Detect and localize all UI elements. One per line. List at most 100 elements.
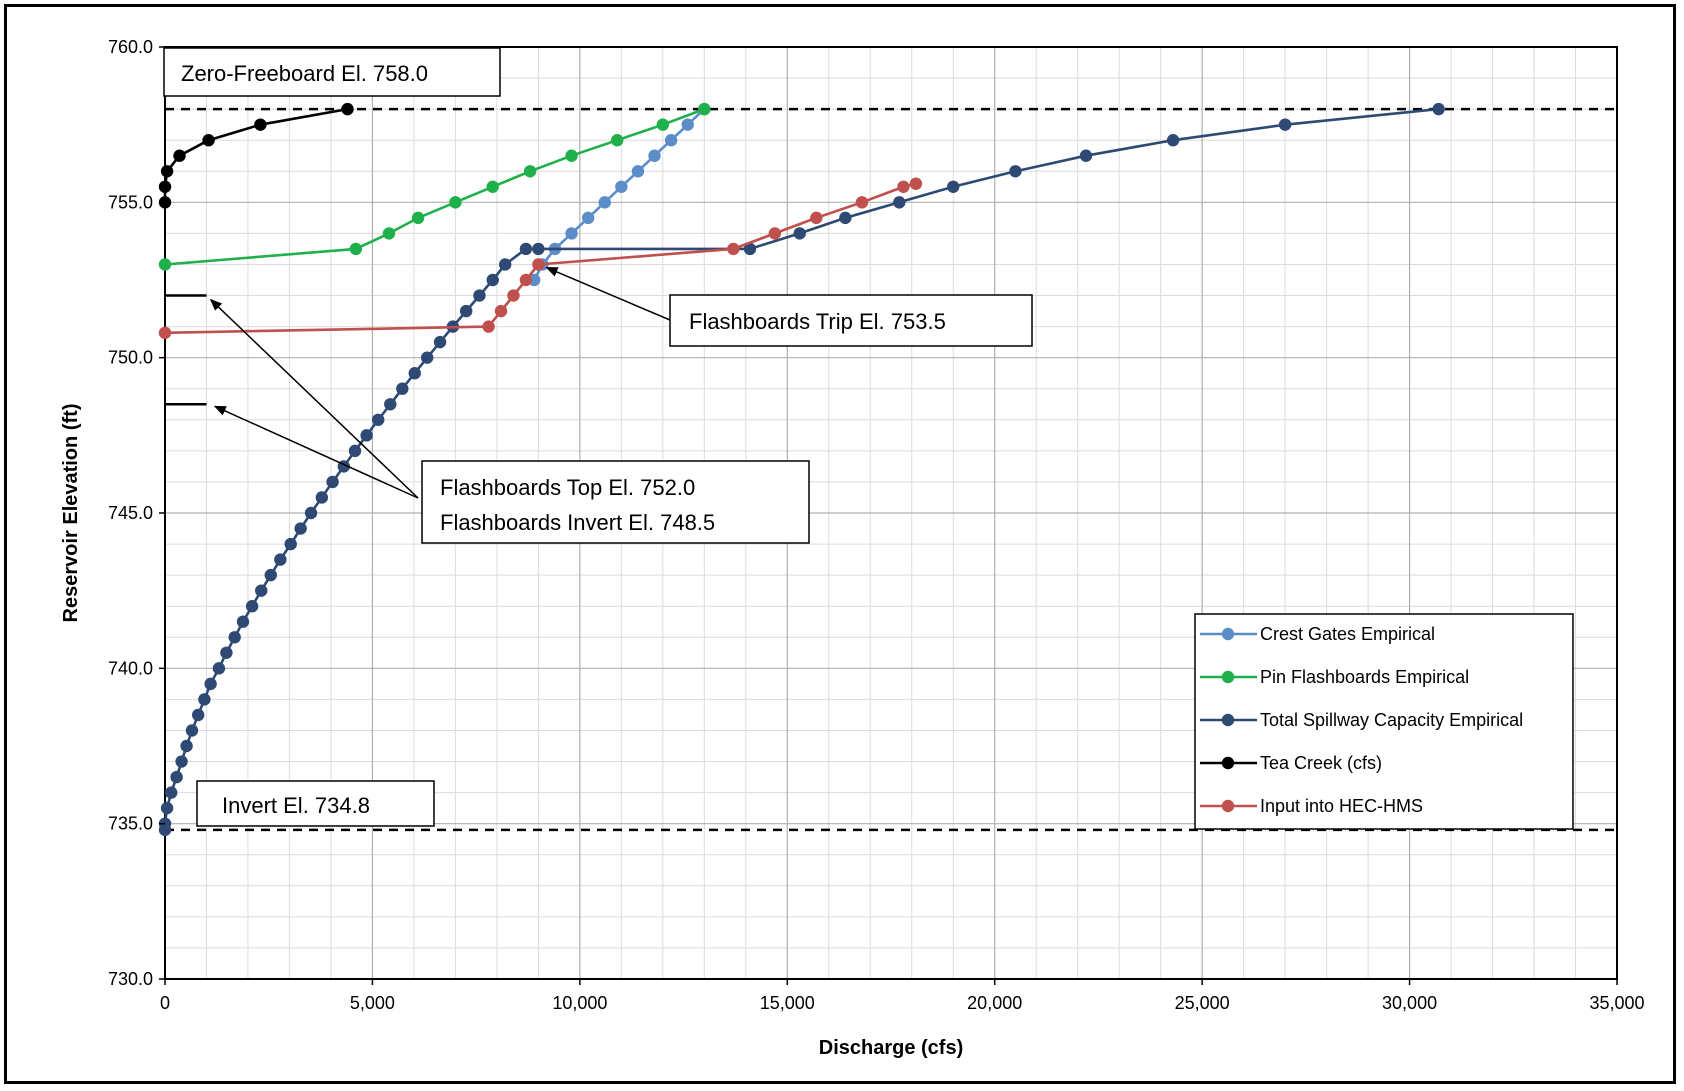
data-point [170, 770, 183, 784]
data-point [304, 506, 318, 520]
data-point [220, 646, 233, 659]
x-tick-label: 30,000 [1382, 993, 1437, 1013]
data-point [202, 134, 215, 147]
data-point [897, 180, 910, 193]
legend-swatch-marker [1221, 670, 1235, 684]
data-point [348, 444, 362, 458]
data-point [498, 258, 512, 271]
data-point [768, 227, 782, 240]
data-point [519, 273, 533, 287]
data-point [408, 367, 421, 380]
data-point [532, 258, 545, 271]
data-point [494, 304, 508, 318]
legend-swatch-marker [1221, 627, 1235, 641]
data-point [810, 211, 823, 225]
legend-label: Total Spillway Capacity Empirical [1260, 710, 1523, 730]
series-crest-gates-empirical [528, 102, 711, 287]
data-point [581, 211, 595, 225]
flashboards-invert-label: Flashboards Invert El. 748.5 [440, 510, 715, 535]
data-point [523, 165, 537, 178]
y-tick-label: 730.0 [108, 969, 153, 989]
y-axis-label: Reservoir Elevation (ft) [60, 404, 82, 623]
data-point [1079, 149, 1093, 162]
data-point [433, 335, 447, 349]
data-point [615, 180, 628, 193]
zero-freeboard-label: Zero-Freeboard El. 758.0 [181, 61, 428, 86]
data-point [598, 196, 611, 209]
zero-freeboard-box [163, 47, 501, 97]
y-tick-label: 735.0 [108, 814, 153, 834]
data-point [341, 102, 354, 116]
data-point [191, 708, 205, 722]
flashboards-trip-arrow [545, 266, 671, 321]
legend-item-pin-flashboards-empirical: Pin Flashboards Empirical [1200, 667, 1469, 687]
series-tea-creek-cfs [158, 102, 354, 209]
flashboards-top-invert-box [421, 460, 810, 544]
data-point [315, 491, 329, 504]
data-point [158, 258, 172, 271]
legend-item-total-spillway-capacity-empirical: Total Spillway Capacity Empirical [1200, 710, 1523, 730]
y-tick-label: 750.0 [108, 348, 153, 368]
data-point [245, 600, 259, 613]
data-point [648, 149, 661, 162]
data-point [420, 351, 434, 364]
data-point [727, 242, 740, 256]
data-point [160, 801, 174, 815]
data-point [255, 584, 268, 597]
flashboard-marks [165, 294, 207, 406]
data-point [349, 242, 363, 256]
legend-swatch-marker [1221, 756, 1235, 770]
data-point [656, 118, 670, 131]
x-tick-label: 5,000 [350, 993, 395, 1013]
x-tick-label: 25,000 [1175, 993, 1230, 1013]
data-point [158, 180, 172, 193]
data-point [326, 475, 339, 489]
flashboards-top-label: Flashboards Top El. 752.0 [440, 475, 695, 500]
data-point [486, 180, 499, 193]
legend-label: Tea Creek (cfs) [1260, 753, 1382, 773]
data-point [1009, 165, 1022, 178]
data-point [449, 196, 462, 209]
data-point [947, 180, 960, 193]
x-axis-label: Discharge (cfs) [819, 1037, 964, 1059]
data-point [384, 398, 397, 411]
data-point [473, 289, 486, 302]
data-point [228, 631, 241, 644]
data-point [909, 177, 923, 190]
data-point [681, 118, 694, 131]
data-point [459, 304, 473, 318]
legend-item-tea-creek-cfs: Tea Creek (cfs) [1200, 753, 1382, 773]
flashboards-invert-arrow [213, 405, 419, 499]
legend-swatch-marker [1221, 799, 1235, 813]
legend-box [1194, 613, 1574, 830]
data-point [204, 677, 217, 691]
y-tick-label: 755.0 [108, 192, 153, 212]
data-point [507, 289, 520, 302]
data-point [610, 134, 624, 147]
data-point [1166, 134, 1180, 147]
data-point [254, 118, 267, 131]
data-point [158, 326, 172, 340]
series-input-into-hec-hms [158, 177, 923, 340]
y-tick-label: 745.0 [108, 503, 153, 523]
data-point [482, 320, 495, 333]
y-tick-label: 760.0 [108, 37, 153, 57]
data-point [396, 382, 409, 395]
axis-ticks: 0 5,000 10,000 15,000 20,000 25,000 30,000 35,0… [108, 37, 1645, 1013]
major-grid [164, 46, 1618, 980]
data-point [793, 227, 806, 240]
data-point [664, 134, 678, 147]
data-point [1432, 102, 1445, 116]
data-point [360, 429, 373, 442]
data-point [631, 165, 645, 178]
data-point [532, 242, 545, 256]
data-point [173, 149, 186, 162]
invert-label: Invert El. 734.8 [222, 793, 370, 818]
flashboards-top-arrow [209, 298, 419, 499]
data-point [284, 537, 297, 551]
data-point [274, 553, 287, 566]
data-point [382, 227, 396, 240]
data-point [565, 227, 578, 240]
data-point [519, 242, 533, 256]
